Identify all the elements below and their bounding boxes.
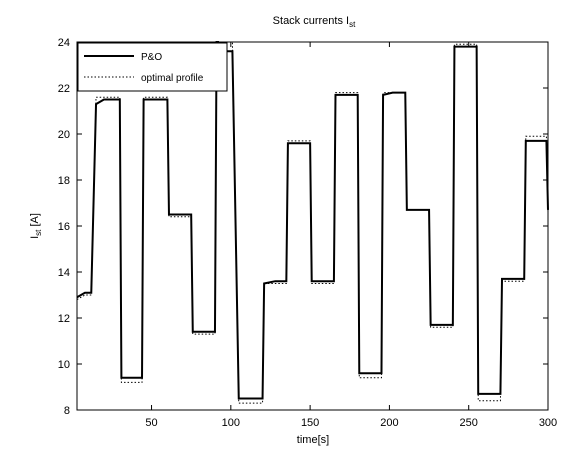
x-tick-group: 50 100 150 200 250 300 — [145, 42, 557, 429]
x-tick-label: 250 — [460, 417, 478, 429]
y-tick-label: 22 — [58, 83, 70, 95]
y-tick-label: 24 — [58, 37, 70, 49]
chart-title: Stack currents Ist — [273, 15, 356, 29]
series-layer — [76, 41, 549, 404]
legend-label-po: P&O — [141, 52, 162, 63]
series-line-optimal — [76, 41, 549, 404]
plot-area-border — [76, 41, 549, 411]
y-tick-label: 20 — [58, 129, 70, 141]
y-tick-label: 12 — [58, 313, 70, 325]
x-axis-label: time[s] — [297, 434, 329, 446]
x-tick-label: 150 — [301, 417, 319, 429]
y-tick-label: 14 — [58, 267, 70, 279]
y-tick-label: 8 — [64, 405, 70, 417]
y-tick-label: 10 — [58, 359, 70, 371]
y-axis-label: Ist [A] — [29, 213, 43, 239]
y-tick-label: 16 — [58, 221, 70, 233]
x-tick-label: 200 — [380, 417, 398, 429]
legend-box — [77, 42, 228, 92]
x-tick-label: 100 — [222, 417, 240, 429]
legend: P&O optimal profile — [77, 42, 228, 92]
legend-label-optimal: optimal profile — [141, 73, 204, 84]
x-tick-label: 50 — [145, 417, 157, 429]
y-tick-group: 8 10 12 14 16 18 20 22 24 — [58, 37, 548, 417]
x-tick-label: 300 — [539, 417, 557, 429]
series-line-po — [76, 41, 549, 400]
y-tick-label: 18 — [58, 175, 70, 187]
